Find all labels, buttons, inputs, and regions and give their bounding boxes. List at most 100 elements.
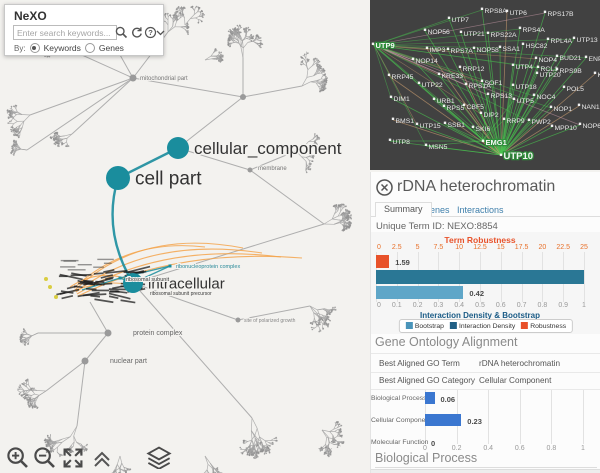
gene-node-dot[interactable] <box>534 56 538 59</box>
gene-label[interactable]: RPS17B <box>548 11 575 18</box>
gene-label[interactable]: UTP22 <box>422 82 443 89</box>
gene-label[interactable]: SOF1 <box>485 80 503 87</box>
gene-label[interactable]: UTP10 <box>502 150 534 164</box>
search-input[interactable] <box>13 25 117 40</box>
gene-label[interactable]: KRR1 <box>598 72 600 79</box>
term-label-small[interactable]: mitochondrial part <box>139 75 189 83</box>
gene-label[interactable]: SSA1 <box>503 46 521 53</box>
gene-node-dot[interactable] <box>391 117 395 120</box>
gene-node-dot[interactable] <box>532 93 536 96</box>
gene-node-dot[interactable] <box>464 82 468 85</box>
gene-label[interactable]: IMP3 <box>430 47 446 54</box>
gene-label[interactable]: NOC4 <box>537 94 556 101</box>
gene-node-dot[interactable] <box>572 36 576 39</box>
gene-node-dot[interactable] <box>518 26 522 29</box>
gene-label[interactable]: RPS8A <box>485 8 508 15</box>
gene-label[interactable]: RPS22A <box>491 32 518 39</box>
gene-label[interactable]: DIP2 <box>484 112 499 119</box>
gene-node-dot[interactable] <box>584 55 588 58</box>
gene-label[interactable]: HSC82 <box>526 43 548 50</box>
gene-label[interactable]: UTP6 <box>510 10 528 17</box>
gene-node-dot[interactable] <box>502 117 506 120</box>
gene-label[interactable]: NOP1 <box>554 106 573 113</box>
gene-label[interactable]: RCL1 <box>541 66 559 73</box>
gene-node-dot[interactable] <box>521 42 525 45</box>
tab-genes[interactable]: Genes <box>423 205 450 215</box>
gene-node-dot[interactable] <box>578 122 582 125</box>
gene-label[interactable]: NOP4 <box>539 57 558 64</box>
gene-node-dot[interactable] <box>462 103 466 106</box>
gene-label[interactable]: NOP56 <box>428 29 451 36</box>
gene-label[interactable]: SSB1 <box>448 122 466 129</box>
gene-label[interactable]: RPS7A <box>451 48 474 55</box>
gene-node-dot[interactable] <box>417 81 421 84</box>
term-label-small[interactable]: ribonucleoprotein complex <box>175 263 241 271</box>
gene-label[interactable]: RRP45 <box>392 74 414 81</box>
fit-screen-icon[interactable] <box>61 446 85 470</box>
gene-label[interactable]: SKI6 <box>476 126 491 133</box>
term-label[interactable]: intracellular <box>147 274 227 294</box>
gene-label[interactable]: RPS5 <box>447 105 465 112</box>
gene-node-dot[interactable] <box>389 95 393 98</box>
gene-node-dot[interactable] <box>447 16 451 19</box>
gene-node-dot[interactable] <box>442 104 446 107</box>
mitochondrial-part-node[interactable] <box>129 74 137 82</box>
gene-node-dot[interactable] <box>432 97 436 100</box>
gene-node-dot[interactable] <box>505 9 509 12</box>
help-icon[interactable]: ? <box>144 26 157 39</box>
gene-node-dot[interactable] <box>437 72 441 75</box>
gene-node-dot[interactable] <box>423 28 427 31</box>
gene-label[interactable]: RPS4A <box>523 27 546 34</box>
gene-label[interactable]: CBF5 <box>467 104 485 111</box>
gene-node-dot[interactable] <box>511 63 515 66</box>
legend-item[interactable]: Bootstrap <box>405 322 444 330</box>
gene-node-dot[interactable] <box>535 71 539 74</box>
gene-label[interactable]: KRE33 <box>442 73 464 80</box>
tab-summary[interactable]: Summary <box>375 202 432 217</box>
gene-node-dot[interactable] <box>446 47 450 50</box>
gene-node-dot[interactable] <box>512 97 516 100</box>
gene-node-dot[interactable] <box>371 42 375 45</box>
gene-label[interactable]: RPS13 <box>491 93 513 100</box>
gene-node-dot[interactable] <box>550 124 554 127</box>
gene-node-dot[interactable] <box>458 65 462 68</box>
gene-node-dot[interactable] <box>411 57 415 60</box>
tree-hub-node[interactable] <box>240 94 246 100</box>
refresh-icon[interactable] <box>130 26 143 39</box>
legend-item[interactable]: Interaction Density <box>449 322 515 330</box>
term-label-small[interactable]: nuclear part <box>109 357 148 366</box>
gene-label[interactable]: MSN5 <box>429 144 448 151</box>
gene-label[interactable]: RPS9B <box>560 68 583 75</box>
gene-label[interactable]: RRP12 <box>463 66 485 73</box>
protein-complex-node[interactable] <box>104 329 112 337</box>
legend-item[interactable]: Robustness <box>521 322 566 330</box>
gene-label[interactable]: POL5 <box>567 86 585 93</box>
term-label-small[interactable]: site of polarized growth <box>243 317 297 325</box>
gene-node-dot[interactable] <box>486 92 490 95</box>
radio-keywords[interactable] <box>29 43 40 53</box>
gene-node-dot[interactable] <box>480 7 484 10</box>
gene-node-dot[interactable] <box>387 73 391 76</box>
radio-genes[interactable] <box>84 43 95 53</box>
gene-node-dot[interactable] <box>443 121 447 124</box>
nuclear-part-node[interactable] <box>81 357 89 365</box>
term-node-cell-part[interactable] <box>106 166 130 190</box>
gene-node-dot[interactable] <box>486 31 490 34</box>
gene-label[interactable]: UTP20 <box>540 72 561 79</box>
gene-label[interactable]: UTP15 <box>420 123 441 130</box>
tab-interactions[interactable]: Interactions <box>457 205 504 215</box>
gene-label[interactable]: UTP7 <box>452 17 470 24</box>
gene-node-dot[interactable] <box>527 118 531 121</box>
gene-label[interactable]: RPS1A <box>469 83 492 90</box>
gene-label[interactable]: UTP21 <box>464 31 485 38</box>
gene-label[interactable]: UTP9 <box>374 40 396 52</box>
gene-label[interactable]: ENP1 <box>589 56 600 63</box>
gene-label[interactable]: NAN1 <box>582 104 600 111</box>
gene-label[interactable]: RPL4A <box>551 38 573 45</box>
gene-node-dot[interactable] <box>481 139 485 142</box>
gene-node-dot[interactable] <box>498 45 502 48</box>
gene-label[interactable]: UTP4 <box>516 64 534 71</box>
gene-node-dot[interactable] <box>511 83 515 86</box>
gene-label[interactable]: MPP10 <box>555 125 578 132</box>
term-node-cellular-component[interactable] <box>167 137 189 159</box>
